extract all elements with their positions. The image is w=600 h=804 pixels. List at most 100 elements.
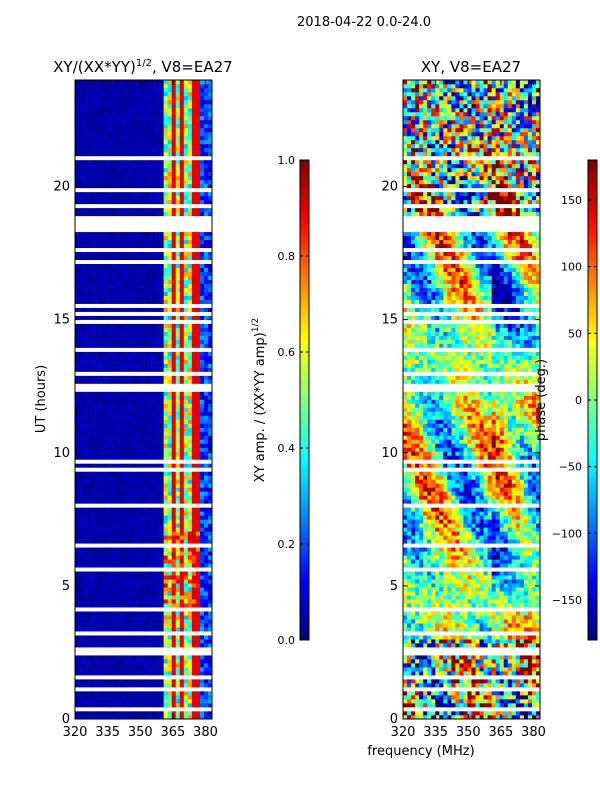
- heatmap-cell: [200, 184, 204, 188]
- heatmap-cell: [127, 535, 131, 539]
- heatmap-cell: [83, 535, 87, 539]
- heatmap-cell: [152, 92, 156, 96]
- heatmap-cell: [180, 356, 184, 360]
- heatmap-cell: [192, 212, 196, 216]
- heatmap-cell: [164, 252, 168, 256]
- heatmap-cell: [184, 180, 188, 184]
- heatmap-cell: [139, 663, 143, 667]
- heatmap-cell: [192, 116, 196, 120]
- heatmap-cell: [115, 108, 119, 112]
- heatmap-cell: [447, 683, 451, 687]
- heatmap-cell: [152, 575, 156, 579]
- heatmap-cell: [99, 316, 103, 320]
- heatmap-cell: [148, 232, 152, 236]
- heatmap-cell: [192, 499, 196, 503]
- heatmap-cell: [204, 403, 208, 407]
- heatmap-cell: [172, 535, 176, 539]
- x-tick-label: 320: [63, 725, 88, 740]
- heatmap-cell: [168, 511, 172, 515]
- heatmap-cell: [164, 276, 168, 280]
- heatmap-cell: [192, 184, 196, 188]
- heatmap-cell: [532, 679, 536, 683]
- heatmap-cell: [115, 256, 119, 260]
- heatmap-cell: [403, 671, 407, 675]
- heatmap-cell: [156, 511, 160, 515]
- heatmap-cell: [87, 324, 91, 328]
- heatmap-cell: [172, 240, 176, 244]
- heatmap-cell: [139, 200, 143, 204]
- heatmap-cell: [79, 368, 83, 372]
- heatmap-cell: [103, 559, 107, 563]
- heatmap-cell: [204, 296, 208, 300]
- heatmap-cell: [484, 679, 488, 683]
- heatmap-cell: [148, 691, 152, 695]
- heatmap-cell: [83, 264, 87, 268]
- heatmap-cell: [111, 435, 115, 439]
- heatmap-cell: [107, 699, 111, 703]
- heatmap-cell: [188, 272, 192, 276]
- heatmap-cell: [184, 411, 188, 415]
- heatmap-cell: [91, 132, 95, 136]
- heatmap-cell: [184, 551, 188, 555]
- heatmap-cell: [119, 400, 123, 404]
- heatmap-cell: [99, 140, 103, 144]
- heatmap-cell: [204, 451, 208, 455]
- heatmap-cell: [184, 292, 188, 296]
- heatmap-cell: [95, 296, 99, 300]
- heatmap-cell: [135, 208, 139, 212]
- heatmap-cell: [119, 507, 123, 511]
- heatmap-cell: [188, 619, 192, 623]
- heatmap-cell: [111, 132, 115, 136]
- heatmap-cell: [168, 360, 172, 364]
- heatmap-cell: [204, 659, 208, 663]
- heatmap-cell: [83, 623, 87, 627]
- heatmap-cell: [127, 639, 131, 643]
- heatmap-cell: [95, 635, 99, 639]
- heatmap-cell: [119, 523, 123, 527]
- heatmap-cell: [192, 152, 196, 156]
- heatmap-cell: [188, 244, 192, 248]
- heatmap-cell: [99, 671, 103, 675]
- heatmap-cell: [103, 619, 107, 623]
- heatmap-cell: [119, 519, 123, 523]
- heatmap-cell: [463, 711, 467, 715]
- heatmap-cell: [148, 104, 152, 108]
- heatmap-cell: [79, 535, 83, 539]
- heatmap-cell: [127, 296, 131, 300]
- heatmap-cell: [119, 679, 123, 683]
- heatmap-cell: [148, 559, 152, 563]
- heatmap-cell: [180, 507, 184, 511]
- heatmap-cell: [123, 443, 127, 447]
- heatmap-cell: [87, 280, 91, 284]
- heatmap-cell: [95, 455, 99, 459]
- heatmap-cell: [176, 84, 180, 88]
- heatmap-cell: [83, 356, 87, 360]
- heatmap-cell: [148, 252, 152, 256]
- heatmap-cell: [91, 400, 95, 404]
- heatmap-cell: [435, 691, 439, 695]
- heatmap-cell: [123, 619, 127, 623]
- heatmap-cell: [188, 236, 192, 240]
- heatmap-cell: [196, 176, 200, 180]
- heatmap-cell: [180, 443, 184, 447]
- heatmap-cell: [496, 691, 500, 695]
- heatmap-cell: [435, 663, 439, 667]
- colorbar-tick-label: 1.0: [278, 154, 296, 167]
- heatmap-cell: [123, 455, 127, 459]
- heatmap-cell: [119, 535, 123, 539]
- heatmap-cell: [139, 495, 143, 499]
- heatmap-cell: [123, 499, 127, 503]
- heatmap-cell: [184, 192, 188, 196]
- heatmap-cell: [164, 711, 168, 715]
- heatmap-cell: [139, 431, 143, 435]
- heatmap-cell: [144, 160, 148, 164]
- heatmap-cell: [520, 711, 524, 715]
- heatmap-cell: [180, 116, 184, 120]
- heatmap-cell: [144, 415, 148, 419]
- heatmap-cell: [107, 579, 111, 583]
- heatmap-cell: [111, 555, 115, 559]
- heatmap-cell: [135, 272, 139, 276]
- heatmap-cell: [156, 184, 160, 188]
- heatmap-cell: [196, 376, 200, 380]
- heatmap-cell: [172, 495, 176, 499]
